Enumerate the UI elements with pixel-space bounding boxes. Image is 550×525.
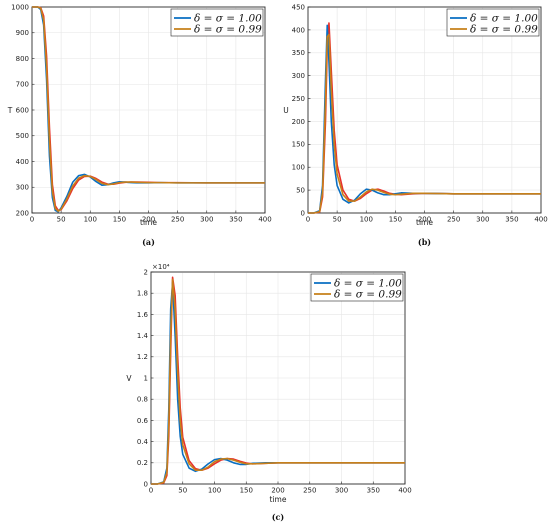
- y-tick-label: 1: [144, 374, 148, 382]
- y-axis-label: V: [126, 374, 132, 383]
- y-tick-label: 0.6: [137, 417, 149, 425]
- legend-label-2: δ = σ = 0.99: [470, 24, 538, 36]
- y-tick-label: 500: [16, 132, 29, 140]
- x-tick-label: 250: [171, 216, 184, 224]
- panel-caption: (a): [142, 237, 155, 247]
- y-tick-label: 1.2: [137, 353, 148, 361]
- x-axis-label: time: [140, 218, 157, 227]
- chart-b: 0 50 100 150 200 250 300 350 400 0 50 100 150 200 250 3…: [283, 3, 547, 247]
- x-tick-label: 100: [208, 487, 221, 495]
- x-tick-label: 50: [178, 487, 187, 495]
- legend-label-1: δ = σ = 1.00: [194, 13, 262, 25]
- plot-frame: [31, 6, 266, 214]
- x-tick-label: 250: [447, 216, 460, 224]
- y-tick-label: 0.2: [137, 459, 148, 467]
- x-tick-label: 300: [476, 216, 489, 224]
- y-tick-label: 450: [292, 3, 305, 11]
- y-tick-label: 150: [292, 141, 305, 149]
- x-tick-label: 150: [113, 216, 126, 224]
- x-tick-label: 400: [398, 487, 411, 495]
- y-tick-label: 200: [16, 209, 29, 217]
- y-tick-label: 300: [292, 72, 305, 80]
- y-tick-label: 200: [292, 118, 305, 126]
- y-tick-label: 250: [292, 95, 305, 103]
- x-axis-label: time: [270, 495, 287, 504]
- y-tick-label: 400: [292, 26, 305, 34]
- legend-label-2: δ = σ = 0.99: [334, 289, 402, 301]
- x-tick-label: 100: [360, 216, 373, 224]
- y-tick-label: 0: [301, 209, 305, 217]
- y-tick-label: 600: [16, 106, 29, 114]
- x-tick-label: 50: [333, 216, 342, 224]
- y-tick-label: 300: [16, 184, 29, 192]
- legend: δ = σ = 1.00δ = σ = 0.99: [446, 8, 540, 37]
- y-tick-label: 1.6: [137, 311, 149, 319]
- panel-caption: (c): [272, 512, 285, 522]
- y-tick-label: 1.4: [137, 332, 149, 340]
- y-tick-label: 0.8: [137, 396, 148, 404]
- x-tick-label: 350: [505, 216, 518, 224]
- chart-c: 0 50 100 150 200 250 300 350 400 0 0.2 0.4 0.6 0.8 1 1.…: [126, 263, 411, 522]
- legend-box: [310, 273, 404, 302]
- y-axis-label: U: [283, 106, 289, 115]
- y-tick-label: 800: [16, 55, 29, 63]
- chart-a: 0 50 100 150 200 250 300 350 400 200 300 400 500 600 7…: [7, 3, 272, 247]
- x-tick-label: 150: [389, 216, 402, 224]
- y-tick-label: 350: [292, 49, 305, 57]
- y-tick-label: 2: [144, 268, 148, 276]
- x-tick-label: 350: [229, 216, 242, 224]
- legend: δ = σ = 1.00δ = σ = 0.99: [170, 8, 264, 37]
- y-tick-label: 700: [16, 81, 29, 89]
- x-tick-label: 350: [367, 487, 380, 495]
- y-tick-label: 100: [292, 164, 305, 172]
- legend-label-2: δ = σ = 0.99: [194, 24, 262, 36]
- x-tick-label: 100: [84, 216, 97, 224]
- y-scale-multiplier: ×10⁴: [152, 263, 170, 271]
- y-tick-label: 50: [296, 187, 305, 195]
- y-tick-label: 1.8: [137, 290, 148, 298]
- x-tick-label: 400: [258, 216, 271, 224]
- x-tick-label: 300: [335, 487, 348, 495]
- plot-frame: [307, 6, 542, 214]
- y-tick-label: 400: [16, 158, 29, 166]
- y-tick-label: 1000: [11, 3, 29, 11]
- x-tick-label: 0: [306, 216, 310, 224]
- series-line-2: [32, 6, 265, 212]
- x-tick-label: 200: [142, 216, 155, 224]
- x-tick-label: 200: [418, 216, 431, 224]
- x-tick-label: 300: [200, 216, 213, 224]
- series-line-2: [151, 278, 405, 485]
- x-tick-label: 0: [30, 216, 34, 224]
- legend-box: [446, 8, 540, 37]
- x-tick-label: 250: [303, 487, 316, 495]
- y-axis-label: T: [7, 106, 13, 115]
- x-tick-label: 400: [534, 216, 547, 224]
- plot-frame: [150, 271, 406, 485]
- series-line-2: [308, 33, 541, 214]
- legend: δ = σ = 1.00δ = σ = 0.99: [310, 273, 404, 302]
- panel-caption: (b): [418, 237, 431, 247]
- x-tick-label: 200: [271, 487, 284, 495]
- legend-label-1: δ = σ = 1.00: [334, 278, 402, 290]
- legend-box: [170, 8, 264, 37]
- x-tick-label: 50: [57, 216, 66, 224]
- x-tick-label: 150: [240, 487, 253, 495]
- legend-label-1: δ = σ = 1.00: [470, 13, 538, 25]
- x-tick-label: 0: [149, 487, 153, 495]
- y-tick-label: 900: [16, 29, 29, 37]
- x-axis-label: time: [416, 218, 433, 227]
- y-tick-label: 0: [144, 480, 148, 488]
- y-tick-label: 0.4: [137, 438, 149, 446]
